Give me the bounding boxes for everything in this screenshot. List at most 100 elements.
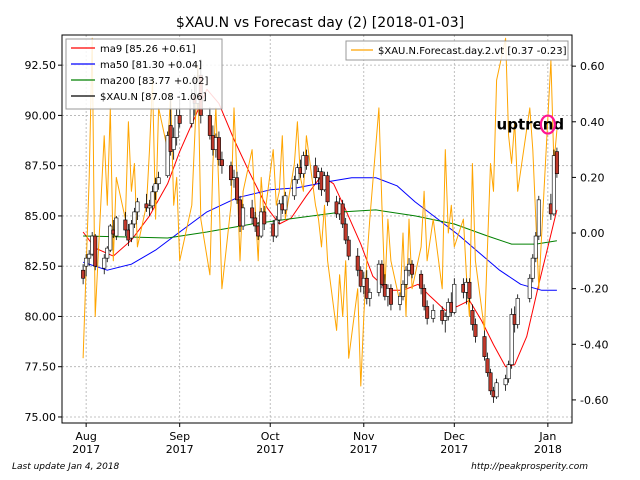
x-tick-label-month: Nov	[353, 430, 375, 443]
candle	[379, 260, 384, 289]
candle-body	[397, 296, 402, 305]
candle-body	[482, 336, 487, 357]
candle	[129, 219, 134, 243]
legend-left-label: ma9 [85.26 +0.61]	[100, 44, 196, 55]
candle	[114, 215, 119, 241]
candle-body	[509, 314, 514, 365]
candle-body	[171, 137, 176, 150]
x-tick-label-year: 2018	[534, 443, 562, 456]
candle	[388, 284, 393, 311]
candle-body	[241, 207, 246, 227]
candle	[174, 109, 179, 146]
candle	[105, 246, 110, 263]
right-tick-label: -0.60	[580, 394, 608, 407]
candle-body	[135, 201, 140, 213]
plot-frame	[61, 34, 573, 424]
candle-body	[367, 292, 372, 299]
candle	[274, 215, 279, 239]
candle-body	[506, 364, 511, 380]
candle	[533, 232, 538, 263]
x-tick-label-month: Jan	[538, 430, 556, 443]
candle	[81, 264, 86, 285]
legend-left: ma9 [85.26 +0.61] ma50 [81.30 +0.04] ma200…	[65, 38, 223, 110]
left-axis: 75.00 77.50 80.00 82.50 85.00 87.50 90.00 92.50	[25, 59, 62, 424]
x-tick-label-month: Dec	[444, 430, 465, 443]
candle	[422, 284, 427, 311]
candle-body	[340, 203, 345, 225]
series-line-ma50	[82, 177, 557, 291]
x-axis: Aug2017Sep2017Oct2017Nov2017Dec2017Jan20…	[72, 423, 562, 456]
candle-body	[219, 159, 224, 166]
candle-body	[364, 277, 369, 299]
legend-right-label: $XAU.N.Forecast.day.2.vt [0.37 -0.23]	[378, 46, 567, 57]
left-tick-label: 85.00	[25, 210, 57, 223]
candle-body	[404, 269, 409, 285]
candle-body	[153, 183, 158, 193]
candle-body	[346, 239, 351, 257]
candle	[102, 254, 107, 275]
candle-body	[551, 155, 556, 215]
right-tick-label: 0.60	[580, 60, 605, 73]
candle	[228, 161, 233, 186]
left-tick-label: 92.50	[25, 59, 57, 72]
candle	[404, 266, 409, 289]
candles	[81, 59, 559, 403]
candle-body	[431, 310, 436, 319]
candle-body	[494, 382, 499, 398]
candle	[250, 199, 255, 224]
candle-body	[292, 179, 297, 197]
candle	[515, 294, 520, 329]
candle-body	[147, 205, 152, 209]
candle-body	[283, 195, 288, 211]
candle-body	[401, 283, 406, 297]
candle-body	[102, 257, 107, 269]
candle	[364, 270, 369, 305]
candle-body	[530, 257, 535, 279]
candle	[494, 378, 499, 399]
candle	[419, 270, 424, 295]
candle-body	[108, 225, 113, 251]
x-tick-label-month: Oct	[261, 430, 281, 443]
candle	[340, 199, 345, 228]
candle-body	[379, 263, 384, 285]
candle	[147, 199, 152, 216]
candle-body	[81, 269, 86, 279]
candle-body	[84, 257, 89, 267]
legend-left-label: ma200 [83.77 +0.02]	[100, 76, 208, 87]
candle	[325, 171, 330, 206]
candle-body	[467, 281, 472, 299]
candle-body	[156, 177, 161, 185]
candle-body	[452, 283, 457, 313]
candle	[156, 171, 161, 190]
candle-body	[114, 217, 119, 237]
candle-body	[485, 358, 490, 374]
candle	[87, 250, 92, 267]
candle-body	[470, 310, 475, 325]
candle-body	[533, 235, 538, 259]
uptrend-annotation: uptrend	[497, 116, 565, 134]
legend-right: $XAU.N.Forecast.day.2.vt [0.37 -0.23]	[345, 40, 569, 61]
candle	[108, 223, 113, 253]
candle-body	[253, 217, 258, 227]
candle-body	[150, 191, 155, 207]
candle-body	[235, 177, 240, 201]
candle-body	[274, 219, 279, 237]
candle-body	[277, 203, 282, 221]
candle-body	[177, 115, 182, 124]
candle-body	[132, 211, 137, 225]
candle	[253, 211, 258, 233]
candle	[304, 149, 309, 170]
legend-left-label: ma50 [81.30 +0.04]	[100, 60, 202, 71]
series-line-ma9	[82, 88, 558, 368]
candle	[536, 195, 541, 241]
candle-body	[87, 253, 92, 259]
right-tick-label: -0.20	[580, 283, 608, 296]
candle	[241, 203, 246, 231]
legend-left-label: $XAU.N [87.08 -1.06]	[100, 92, 207, 103]
candle-body	[123, 219, 128, 231]
candle	[482, 330, 487, 361]
candle-body	[440, 310, 445, 321]
candle-body	[388, 288, 393, 305]
right-tick-label: -0.40	[580, 338, 608, 351]
